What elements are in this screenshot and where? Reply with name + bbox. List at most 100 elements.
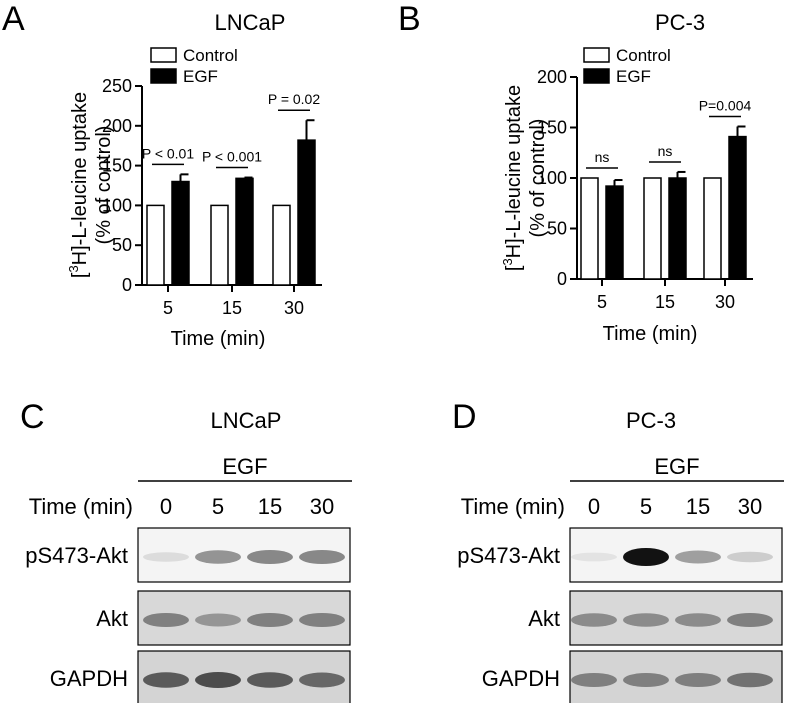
y-tick-label: 50	[112, 235, 132, 255]
blot-row-label: Akt	[96, 606, 128, 631]
significance-label: ns	[658, 143, 673, 159]
bar	[580, 177, 599, 280]
x-tick-label: 30	[715, 292, 735, 312]
y-tick-label: 0	[557, 269, 567, 289]
lane-time-label: 0	[588, 494, 600, 519]
x-tick-label: 5	[597, 292, 607, 312]
lane-time-label: 5	[640, 494, 652, 519]
blot-band	[571, 673, 617, 687]
bar	[728, 135, 747, 280]
blot-row-label: GAPDH	[482, 666, 560, 691]
lane-time-label: 15	[258, 494, 282, 519]
blot-band	[623, 548, 669, 566]
time-label: Time (min)	[461, 494, 565, 519]
blot-pc3: PC-3 EGF Time (min) 0 5 15 30 pS473-Akt Akt GAPDH	[457, 408, 784, 703]
x-tick-label: 30	[284, 298, 304, 318]
blot-title: PC-3	[626, 408, 676, 433]
legend-label: EGF	[616, 67, 651, 86]
legend-label: Control	[616, 46, 671, 65]
lane-time-label: 15	[686, 494, 710, 519]
y-tick-label: 100	[102, 195, 132, 215]
x-tick-label: 15	[655, 292, 675, 312]
lane-time-label: 5	[212, 494, 224, 519]
legend-swatch	[583, 68, 610, 84]
blot-band	[143, 552, 189, 562]
blot-row-label: GAPDH	[50, 666, 128, 691]
x-axis-label: Time (min)	[171, 328, 266, 350]
blot-title: LNCaP	[211, 408, 282, 433]
y-axis-label: [3H]-L-leucine uptake	[500, 85, 525, 271]
y-tick-label: 250	[102, 76, 132, 96]
lane-time-label: 0	[160, 494, 172, 519]
blot-row-label: pS473-Akt	[457, 543, 560, 568]
panel-letter-d: D	[452, 398, 477, 436]
y-tick-label: 200	[537, 67, 567, 87]
chart-title: LNCaP	[215, 10, 286, 35]
blot-band	[143, 613, 189, 627]
x-tick-label: 5	[163, 298, 173, 318]
blot-band	[727, 672, 773, 688]
blot-band	[247, 613, 293, 627]
treatment-label: EGF	[654, 454, 699, 479]
bar	[605, 185, 624, 280]
blot-band	[727, 613, 773, 627]
significance-label: P < 0.01	[142, 145, 195, 161]
blot-band	[675, 613, 721, 627]
y-tick-label: 50	[547, 219, 567, 239]
bar	[146, 204, 165, 286]
chart-title: PC-3	[655, 10, 705, 35]
blot-band	[143, 672, 189, 688]
y-tick-label: 200	[102, 116, 132, 136]
blot-band	[247, 672, 293, 688]
chart-lncap-uptake: LNCaP 0 50 100 150 200 250 5 15 30 Time (min) [3H]-…	[66, 10, 322, 350]
bar	[272, 204, 291, 286]
y-tick-label: 150	[537, 118, 567, 138]
significance-label: P < 0.001	[202, 149, 262, 165]
blot-band	[299, 672, 345, 688]
y-axis-label-sub: (% of control)	[527, 119, 549, 238]
bar	[643, 177, 662, 280]
panel-letter-a: A	[2, 0, 25, 38]
bar	[668, 177, 687, 280]
panel-letter-b: B	[398, 0, 421, 38]
blot-band	[675, 673, 721, 687]
bar	[171, 180, 190, 286]
blot-band	[727, 551, 773, 563]
y-axis-label-sub: (% of control)	[93, 126, 115, 245]
time-label: Time (min)	[29, 494, 133, 519]
legend-swatch	[150, 47, 177, 63]
blot-lncap: LNCaP EGF Time (min) 0 5 15 30 pS473-Akt Akt GAPD…	[25, 408, 352, 703]
legend-swatch	[150, 68, 177, 84]
panel-letter-c: C	[20, 398, 45, 436]
blot-band	[195, 550, 241, 564]
legend-swatch	[583, 47, 610, 63]
y-tick-label: 150	[102, 156, 132, 176]
treatment-label: EGF	[222, 454, 267, 479]
blot-band	[247, 550, 293, 564]
chart-pc3-uptake: PC-3 0 50 100 150 200 5 15 30 Time (min) [3H]-L-le…	[500, 10, 753, 345]
blot-band	[195, 672, 241, 688]
bar	[210, 204, 229, 286]
blot-band	[299, 613, 345, 627]
y-axis-label: [3H]-L-leucine uptake	[66, 92, 91, 278]
bar	[703, 177, 722, 280]
blot-band	[623, 613, 669, 627]
blot-band	[623, 673, 669, 687]
blot-band	[571, 552, 617, 562]
blot-band	[675, 550, 721, 564]
significance-label: P=0.004	[699, 97, 752, 113]
y-tick-label: 100	[537, 168, 567, 188]
lane-time-label: 30	[738, 494, 762, 519]
bar	[297, 139, 316, 286]
significance-label: P = 0.02	[268, 91, 321, 107]
lane-time-label: 30	[310, 494, 334, 519]
blot-band	[299, 550, 345, 564]
legend-label: EGF	[183, 67, 218, 86]
x-axis-label: Time (min)	[603, 323, 698, 345]
x-tick-label: 15	[222, 298, 242, 318]
blot-band	[571, 613, 617, 627]
blot-row-label: pS473-Akt	[25, 543, 128, 568]
legend-label: Control	[183, 46, 238, 65]
bar	[235, 177, 254, 286]
